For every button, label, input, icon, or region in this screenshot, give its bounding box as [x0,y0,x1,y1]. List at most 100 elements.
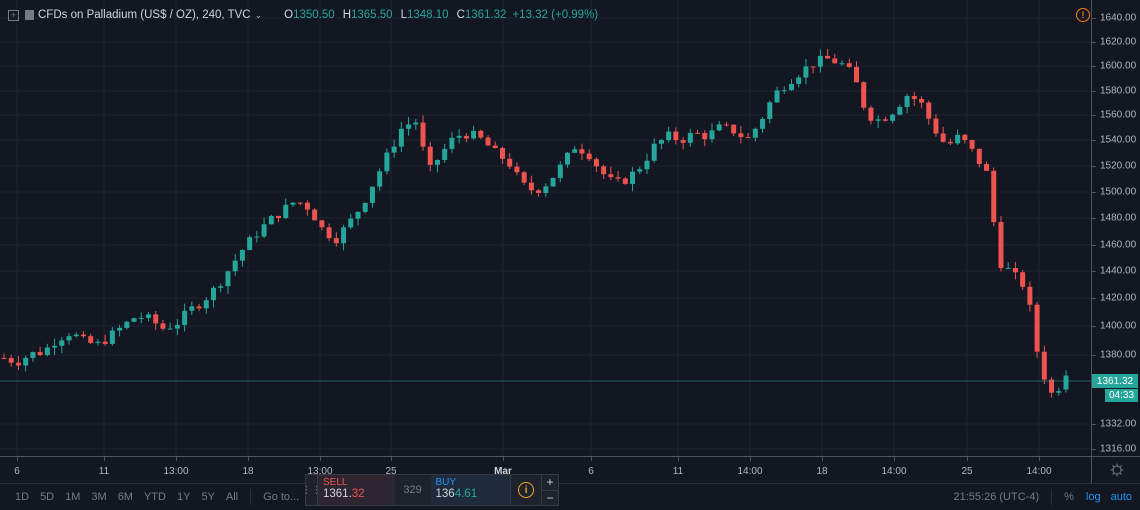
candle [333,238,339,244]
candle [102,341,108,344]
time-label: 6 [588,466,594,477]
goto-button[interactable]: Go to... [263,491,300,503]
price-label: 1460.00 [1100,239,1137,251]
time-tick [503,457,504,461]
price-label: 1420.00 [1100,292,1137,304]
chart-settings-button[interactable] [1091,456,1140,483]
chart-pane[interactable]: + CFDs on Palladium (US$ / OZ), 240, TVC… [0,0,1091,456]
candle [138,317,144,319]
candle [492,145,498,149]
chevron-down-icon[interactable]: ⌄ [254,9,263,20]
candle [644,160,650,170]
range-5y[interactable]: 5Y [201,491,215,503]
clock-timezone[interactable]: 21:55:26 (UTC-4) [953,491,1040,503]
candle [536,190,542,194]
time-tick [391,457,392,461]
price-tick [1092,271,1096,272]
buy-button[interactable]: BUY 1364.61 [430,475,511,505]
candle [196,306,202,309]
candle [1005,268,1011,270]
decrease-button[interactable]: − [546,490,554,505]
candle [37,352,43,356]
candle [1049,379,1055,393]
range-1d[interactable]: 1D [15,491,30,503]
price-tick [1092,218,1096,219]
time-tick [320,457,321,461]
range-6m[interactable]: 6M [117,491,133,503]
time-label: Mar [494,466,512,477]
increase-button[interactable]: + [542,475,558,491]
flag-icon[interactable] [25,10,34,20]
candle [362,202,368,212]
price-label: 1380.00 [1100,349,1137,361]
range-1y[interactable]: 1Y [176,491,191,503]
buy-label: BUY [435,477,457,488]
candle [52,345,58,348]
price-tick [1092,42,1096,43]
time-label: 14:00 [1026,466,1052,477]
auto-scale-toggle[interactable]: auto [1110,491,1132,503]
candle [630,171,636,184]
candle [413,122,419,125]
candle [211,287,217,301]
percent-scale-toggle[interactable]: % [1064,491,1074,503]
time-label: 14:00 [881,466,907,477]
candle [1063,375,1069,390]
candle [839,63,845,65]
range-all[interactable]: All [225,491,239,503]
candle [44,347,50,356]
candle [232,260,238,272]
time-label: 6 [14,466,20,477]
price-label: 1316.00 [1100,443,1137,455]
quantity-stepper: + − [541,475,558,505]
range-3m[interactable]: 3M [91,491,107,503]
time-tick [248,457,249,461]
price-tick [1092,66,1096,67]
time-label: 13:00 [163,466,189,477]
symbol-title[interactable]: CFDs on Palladium (US$ / OZ), 240, TVC [38,9,251,21]
candle [276,215,282,219]
candle [499,148,505,159]
time-tick [967,457,968,461]
divider [1051,489,1053,505]
candle [1,357,7,359]
price-tick [1092,91,1096,92]
ohlc-high: H1365.50 [342,9,393,21]
candle [709,130,715,140]
candle [788,83,794,91]
range-ytd[interactable]: YTD [143,491,166,503]
candle [723,124,729,126]
range-5d[interactable]: 5D [40,491,55,503]
candle [59,340,65,346]
candle [30,352,36,358]
candle [991,170,997,223]
time-tick [17,457,18,461]
candle [247,237,253,251]
sell-button[interactable]: SELL 1361.32 [318,475,395,505]
candle [88,336,94,343]
time-label: 25 [961,466,973,477]
ohlc-open: O1350.50 [284,9,335,21]
candle [312,209,318,221]
candle [897,106,903,115]
candle [160,323,166,329]
price-label: 1520.00 [1100,160,1137,172]
expand-icon[interactable]: + [8,9,19,21]
info-button[interactable]: i [510,475,541,505]
time-tick [591,457,592,461]
range-1m[interactable]: 1M [65,491,81,503]
candle [341,227,347,244]
candle [579,149,585,154]
candle [593,159,599,167]
candle [716,124,722,131]
candle [738,133,744,138]
time-label: 18 [242,466,254,477]
log-scale-toggle[interactable]: log [1085,491,1101,503]
candle [1056,391,1062,393]
candle [904,96,910,107]
candlestick-chart[interactable] [0,0,1091,456]
price-tick [1092,355,1096,356]
candle [731,124,737,134]
warning-icon[interactable]: ! [1076,8,1090,22]
drag-handle-icon[interactable]: ⋮⋮ [302,475,322,505]
